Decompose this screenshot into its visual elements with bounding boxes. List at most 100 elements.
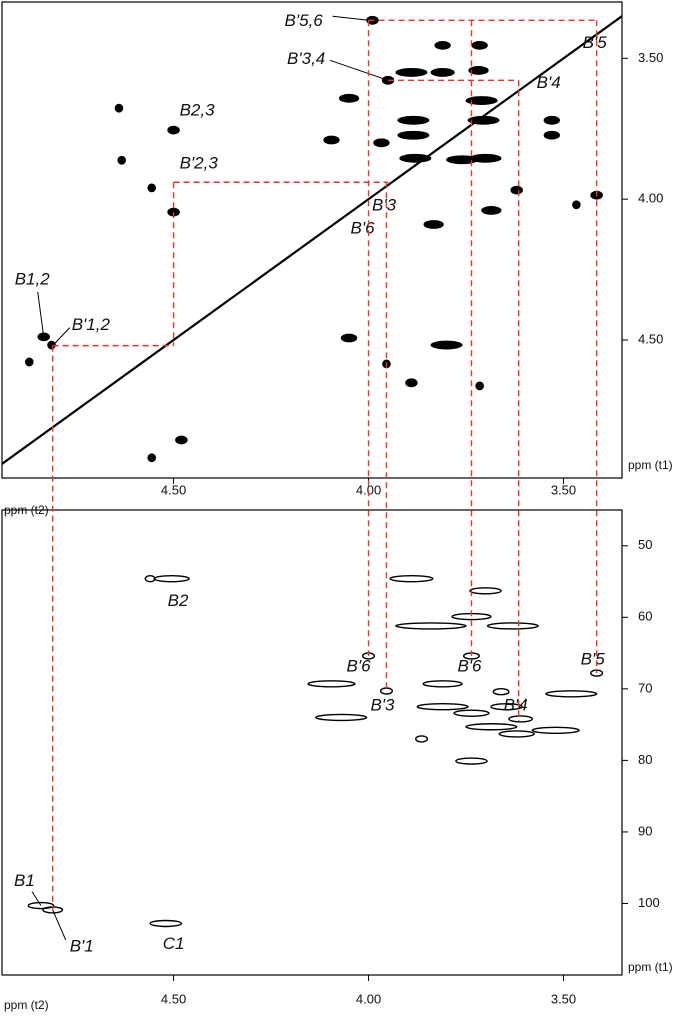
cross-peak: [397, 130, 430, 140]
x-tick-label: 4.00: [356, 991, 381, 1006]
y-tick-label: 80: [638, 752, 652, 767]
y-tick-label: 4.00: [638, 191, 663, 206]
y-tick-label: 90: [638, 823, 652, 838]
diagonal: [2, 14, 622, 466]
cross-peak: [395, 68, 428, 77]
cross-peak: [117, 155, 127, 165]
peak-label: B1,2: [15, 269, 51, 288]
x-tick-label: 3.50: [551, 482, 576, 497]
cross-peak: [149, 919, 183, 928]
peak-label: B'3: [370, 695, 395, 714]
peak-label: B'2,3: [180, 154, 219, 173]
cross-peak: [471, 40, 488, 50]
peak-label: B'5,6: [285, 11, 324, 30]
peak-label: B'6: [347, 656, 372, 675]
cross-peak: [475, 381, 484, 391]
cross-peak: [315, 713, 368, 722]
cross-peak: [468, 66, 489, 75]
cross-peak: [24, 357, 34, 367]
cross-peak: [508, 715, 534, 723]
cross-peak: [415, 735, 429, 743]
leader-line: [37, 291, 45, 337]
x-tick-label: 4.00: [356, 482, 381, 497]
cross-peak: [434, 40, 451, 50]
cross-peak: [405, 378, 418, 388]
x-axis-label: ppm (t2): [4, 998, 49, 1012]
peak-label: C1: [163, 934, 185, 953]
panel-frame: [1, 509, 623, 976]
peak-label: B'1: [70, 936, 94, 955]
cross-peak: [543, 115, 561, 125]
cross-peak: [543, 130, 561, 140]
cross-peak: [531, 726, 580, 735]
cross-peak: [340, 333, 358, 343]
y-axis-label: ppm (t1): [628, 960, 673, 974]
cross-peak: [373, 138, 390, 148]
peak-label: B'6: [457, 656, 482, 675]
leader-line: [31, 891, 42, 906]
cross-peak: [590, 669, 604, 677]
y-tick-label: 4.50: [638, 331, 663, 346]
cross-peak: [465, 96, 498, 105]
cross-peak: [144, 574, 156, 583]
cross-peak: [114, 103, 124, 113]
peak-label: B'5: [583, 33, 608, 52]
leader-line: [332, 15, 369, 21]
cross-peak: [175, 435, 188, 445]
cross-peak: [467, 115, 500, 125]
cross-peak: [147, 183, 157, 193]
cross-peak: [416, 703, 469, 711]
cross-peak: [455, 757, 488, 765]
cross-peak: [430, 340, 463, 350]
y-tick-label: 70: [638, 680, 652, 695]
peak-label: B'4: [504, 696, 528, 715]
cross-peak: [510, 185, 523, 195]
cross-peak: [481, 206, 502, 215]
cross-peak: [395, 622, 467, 630]
cross-peak: [486, 622, 539, 630]
cross-peak: [430, 68, 455, 77]
panel-frame: [1, 1, 623, 479]
x-tick-label: 4.50: [161, 991, 186, 1006]
y-tick-label: 60: [638, 609, 652, 624]
cross-peak: [490, 703, 523, 711]
cross-peak: [422, 680, 463, 688]
cross-peak: [399, 153, 432, 163]
plot-area: [27, 574, 604, 928]
cross-peak: [147, 453, 157, 463]
peak-label: B'1,2: [72, 315, 111, 334]
x-tick-label: 3.50: [551, 991, 576, 1006]
leader-line: [329, 59, 389, 81]
plot-area: [2, 14, 622, 466]
leader-line: [52, 327, 71, 346]
cross-peak: [307, 680, 356, 688]
cross-peak: [492, 688, 510, 696]
y-tick-label: 100: [638, 895, 660, 910]
cross-peak: [453, 709, 490, 717]
cross-peak: [153, 574, 190, 583]
peak-label: B2: [168, 591, 189, 610]
y-tick-label: 50: [638, 537, 652, 552]
peak-label: B'5: [581, 650, 606, 669]
cross-peak: [423, 220, 444, 229]
peak-label: B2,3: [180, 101, 216, 120]
cross-peak: [498, 730, 535, 738]
x-tick-label: 4.50: [161, 482, 186, 497]
cross-peak: [572, 200, 581, 210]
peak-label: B'3,4: [287, 49, 325, 68]
y-tick-label: 3.50: [638, 50, 663, 65]
cross-peak: [338, 93, 360, 103]
x-axis-label: ppm (t2): [4, 503, 49, 517]
cross-peak: [27, 901, 55, 910]
leader-line: [52, 909, 67, 941]
cross-peak: [446, 155, 479, 165]
cross-peak: [545, 690, 598, 698]
cross-peak: [379, 687, 394, 695]
peak-label: B'4: [537, 73, 561, 92]
peak-label: B'3: [372, 196, 397, 215]
cross-peak: [167, 125, 180, 135]
cross-peak: [397, 115, 430, 125]
peak-label: B1: [14, 871, 35, 890]
y-axis-label: ppm (t1): [628, 458, 673, 472]
